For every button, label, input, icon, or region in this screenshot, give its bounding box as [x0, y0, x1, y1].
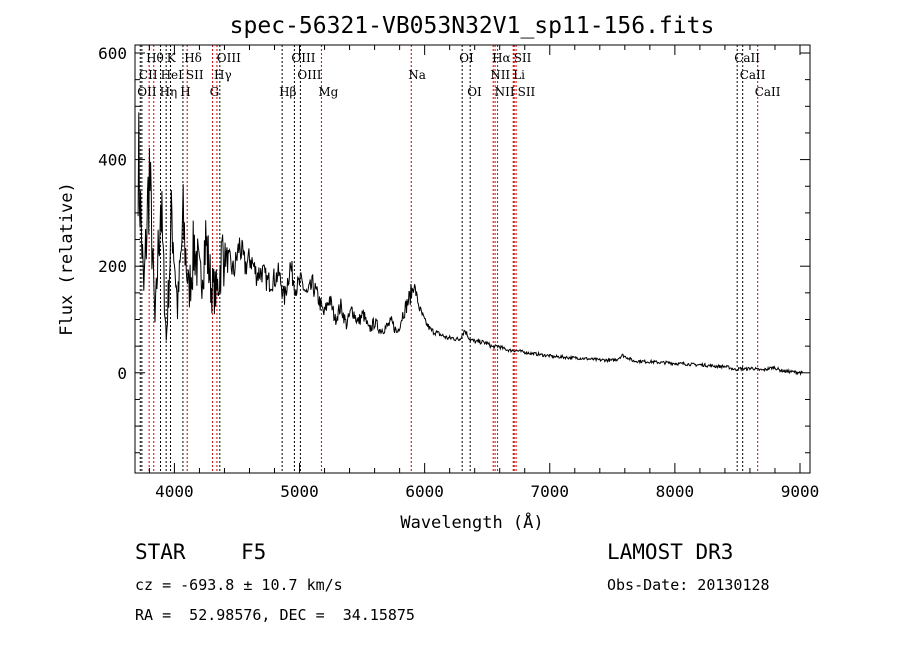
x-tick-label: 8000	[656, 482, 695, 501]
x-tick-label: 6000	[405, 482, 444, 501]
object-class: STAR	[135, 540, 186, 564]
line-label: Hθ	[146, 51, 164, 65]
coordinates: RA = 52.98576, DEC = 34.15875	[135, 606, 415, 624]
line-label: H	[180, 85, 190, 99]
object-subclass: F5	[241, 540, 266, 564]
y-axis-label: Flux (relative)	[57, 182, 77, 336]
line-label: OI	[459, 51, 474, 65]
line-label: CaII	[755, 85, 781, 99]
line-label: Mg	[318, 85, 338, 99]
plot-frame	[134, 44, 811, 474]
line-label: OI	[467, 85, 482, 99]
line-label: Hα	[492, 51, 511, 65]
chart-title: spec-56321-VB053N32V1_sp11-156.fits	[230, 13, 715, 39]
observation-date: Obs-Date: 20130128	[607, 576, 770, 594]
line-label: OIII	[217, 51, 241, 65]
line-label: K	[167, 51, 177, 65]
line-label: HeI	[161, 68, 184, 82]
x-tick-label: 4000	[155, 482, 194, 501]
survey-name: LAMOST DR3	[607, 540, 733, 564]
y-tick-label: 0	[117, 364, 127, 383]
x-tick-label: 9000	[781, 482, 820, 501]
y-tick-label: 600	[98, 44, 127, 63]
x-tick-label: 7000	[530, 482, 569, 501]
line-label: OIII	[291, 51, 315, 65]
line-label: NII	[495, 85, 515, 99]
line-label: CaII	[740, 68, 766, 82]
line-label: SII	[518, 85, 536, 99]
axis-ticks: 4000 5000 6000 7000 8000 9000 0 200 400 600	[98, 44, 819, 501]
line-label: Hη	[160, 85, 178, 99]
line-label: OIII	[297, 68, 321, 82]
x-tick-label: 5000	[280, 482, 319, 501]
line-label: Hβ	[279, 85, 296, 99]
x-axis-label: Wavelength (Å)	[400, 511, 543, 533]
line-label: Hγ	[214, 68, 232, 82]
line-label: CaII	[734, 51, 760, 65]
y-tick-label: 400	[98, 151, 127, 170]
line-label: OII	[137, 85, 157, 99]
line-label: G	[210, 85, 220, 99]
line-label: NII	[490, 68, 510, 82]
spectrum-line	[137, 112, 803, 377]
line-label: CII	[139, 68, 158, 82]
spectrum-series	[137, 112, 803, 377]
redshift-cz: cz = -693.8 ± 10.7 km/s	[135, 576, 343, 594]
line-label: SII	[186, 68, 204, 82]
line-label: Li	[513, 68, 525, 82]
line-label: Na	[408, 68, 426, 82]
line-label: SII	[514, 51, 532, 65]
y-tick-label: 200	[98, 257, 127, 276]
line-label: Hδ	[184, 51, 202, 65]
